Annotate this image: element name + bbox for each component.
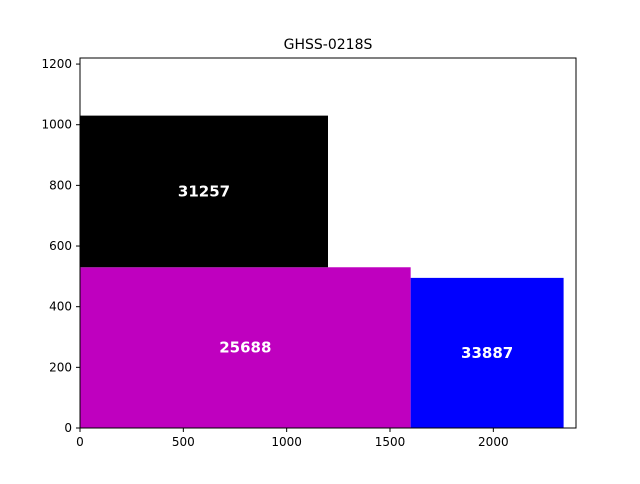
bar-rect-25688 xyxy=(80,267,411,428)
y-tick-label: 600 xyxy=(49,239,72,253)
bar-label-33887: 33887 xyxy=(461,344,513,362)
y-tick-label: 0 xyxy=(64,421,72,435)
plot-area: 25688 31257 33887 xyxy=(80,115,564,428)
x-tick-label: 500 xyxy=(172,435,195,449)
bar-rect-33887 xyxy=(410,277,564,428)
bar-label-25688: 25688 xyxy=(219,339,271,357)
chart-title: GHSS-0218S xyxy=(284,37,373,53)
bar-rect-31257 xyxy=(80,115,328,268)
y-tick-label: 800 xyxy=(49,178,72,192)
y-tick-label: 200 xyxy=(49,360,72,374)
y-tick-label: 400 xyxy=(49,300,72,314)
bar-label-31257: 31257 xyxy=(178,182,230,200)
plot-frame xyxy=(79,57,577,429)
x-tick-label: 2000 xyxy=(478,435,509,449)
x-tick-label: 0 xyxy=(76,435,84,449)
x-tick-label: 1500 xyxy=(375,435,406,449)
x-tick-label: 1000 xyxy=(271,435,302,449)
y-tick-label: 1200 xyxy=(41,57,72,71)
axes: 0 500 1000 1500 2000 0 200 400 600 800 1000 1200 xyxy=(41,57,577,449)
y-tick-label: 1000 xyxy=(41,118,72,132)
